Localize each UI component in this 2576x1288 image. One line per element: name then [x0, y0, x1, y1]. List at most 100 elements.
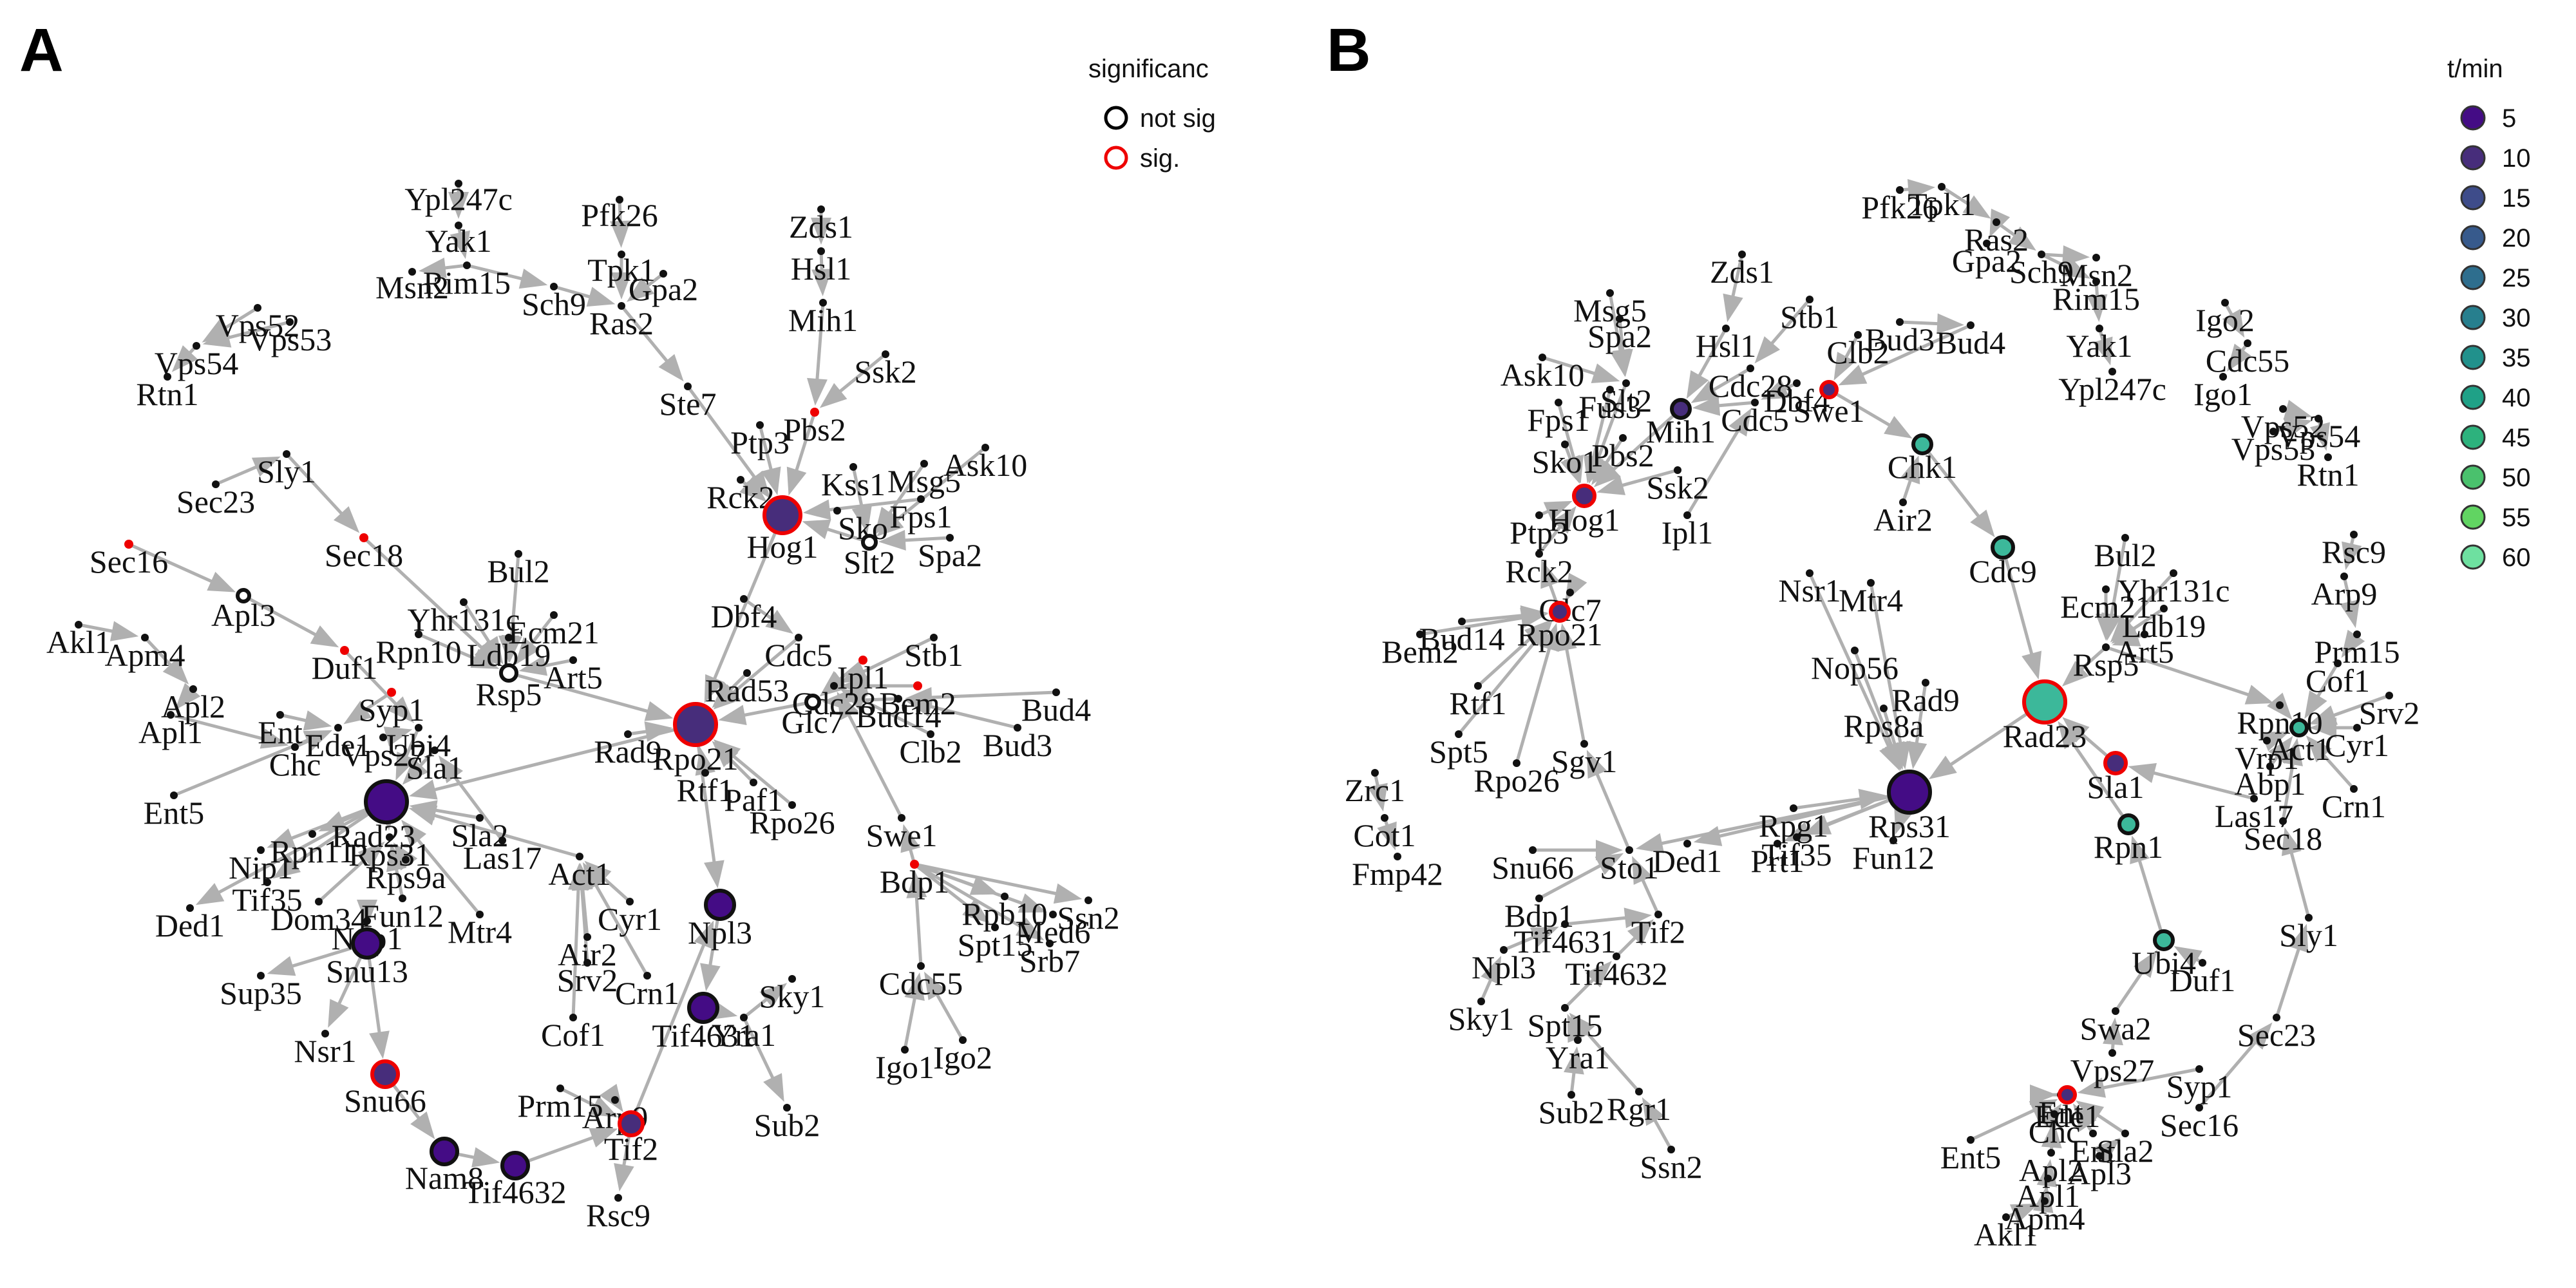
node-label-b-swe1: Swe1: [1793, 393, 1864, 429]
node-label-a-ask10: Ask10: [943, 447, 1028, 483]
node-a-spa2: Spa2: [918, 534, 982, 573]
node-a-sly1: Sly1: [257, 450, 316, 489]
node-marker-b-swa2: [2112, 1007, 2119, 1015]
node-label-b-tif2: Tif2: [1631, 914, 1685, 950]
node-marker-b-sko1: [1561, 440, 1569, 448]
node-marker-a-apl2: [189, 685, 197, 693]
node-marker-a-pbs2: [810, 408, 819, 417]
node-b-sly1: Sly1: [2279, 914, 2338, 953]
node-a-dom34: Dom34: [270, 898, 367, 937]
legend-b-key-5: [2460, 105, 2486, 131]
node-label-a-slt2: Slt2: [844, 544, 896, 580]
arrowhead-a-rtn1: [171, 345, 198, 372]
node-label-b-air2: Air2: [1873, 502, 1933, 538]
node-a-vps52: Vps52: [216, 304, 299, 343]
arrowhead-a-ubi4: [388, 696, 415, 723]
node-label-a-srb7: Srb7: [1019, 943, 1080, 979]
node-marker-a-gpa2: [659, 270, 667, 278]
arrowhead-b-rpn1: [2130, 835, 2150, 865]
node-b-fun12: Fun12: [1852, 837, 1935, 876]
node-marker-a-ecm21: [550, 611, 558, 619]
node-a-rsc9: Rsc9: [586, 1194, 650, 1233]
arrowhead-a-npl3: [694, 920, 714, 950]
node-marker-b-rpn10: [2276, 701, 2284, 709]
node-marker-a-tpk1: [618, 251, 625, 258]
node-label-a-rpo21: Rpo21: [652, 741, 738, 777]
node-a-msg5: Msg5: [887, 460, 961, 499]
edge-a-vps53-vps54: [221, 320, 290, 341]
edge-b-sec18-act1: [2281, 756, 2296, 822]
node-a-tif35: Tif35: [232, 878, 303, 918]
node-marker-a-igo2: [959, 1036, 967, 1044]
node-label-a-apm4: Apm4: [105, 637, 185, 673]
node-b-rsp5: Rsp5: [2073, 643, 2139, 683]
arrowhead-a-hog1: [761, 466, 781, 495]
node-label-b-snu66: Snu66: [1492, 849, 1574, 886]
node-b-spa2: Spa2: [1587, 315, 1652, 354]
legend-b-label-15: 15: [2502, 184, 2531, 213]
edge-b-sly1-sec18: [2287, 846, 2311, 918]
node-marker-a-mtr4: [476, 911, 484, 918]
node-label-b-mtr4: Mtr4: [1839, 582, 1903, 618]
node-b-rsc9: Rsc9: [2322, 531, 2386, 570]
node-label-a-nsr1: Nsr1: [294, 1033, 356, 1069]
arrowhead-b-rpo21: [1527, 620, 1553, 649]
node-b-sec23: Sec23: [2237, 1014, 2316, 1053]
arrowhead-b-ede1: [2076, 1100, 2105, 1124]
node-b-bem2: Bem2: [1381, 630, 1459, 670]
node-a-sec16: Sec16: [90, 540, 168, 580]
legend-b-key-25: [2460, 265, 2486, 290]
node-a-apl1: Apl1: [138, 711, 203, 750]
node-marker-a-vps54: [193, 342, 200, 350]
node-marker-b-akl1: [2002, 1213, 2010, 1221]
arrowhead-a-sly1: [251, 456, 281, 477]
node-marker-b-ssk2: [1674, 466, 1681, 474]
node-a-rad23: Rad23: [332, 779, 415, 854]
arrowhead-a-slt2: [875, 506, 899, 535]
node-marker-a-msg5: [920, 460, 928, 468]
node-a-bud14: Bud14: [855, 695, 942, 734]
arrowhead-a-nsr1: [328, 999, 349, 1028]
node-label-a-rtn1: Rtn1: [136, 376, 198, 412]
node-marker-b-apl3: [2096, 1152, 2103, 1160]
node-a-snu66: Snu66: [344, 1059, 426, 1119]
node-label-b-sec16: Sec16: [2160, 1107, 2239, 1143]
node-a-tpk1: Tpk1: [587, 251, 656, 288]
arrowhead-a-cdc28: [837, 691, 858, 721]
arrowhead-a-vps54: [202, 327, 232, 348]
node-label-a-cof1: Cof1: [541, 1017, 605, 1053]
node-b-sky1: Sky1: [1448, 998, 1514, 1037]
node-label-b-tif4631: Tif4631: [1513, 923, 1616, 960]
node-b-tif35: Tif35: [1761, 833, 1832, 873]
node-label-a-rpb10: Rpb10: [961, 896, 1047, 932]
arrowhead-b-swe1: [1833, 352, 1856, 381]
arrowhead-b-sla1: [2128, 762, 2157, 783]
node-marker-b-fun12: [1889, 837, 1897, 844]
node-b-rad9: Rad9: [1891, 679, 1960, 718]
node-b-apl2: Apl2: [2019, 1149, 2083, 1188]
node-marker-b-cdc9: [1991, 535, 2015, 560]
arrowhead-b-sch9: [2008, 226, 2036, 251]
node-label-b-rad23: Rad23: [2003, 718, 2087, 754]
arrowhead-a-rsp5: [470, 649, 500, 669]
edge-b-bud4-swe1: [1855, 323, 1972, 379]
arrowhead-b-tpk1: [1907, 179, 1936, 200]
legend-a: significanc not sig sig.: [1088, 55, 1216, 173]
arrowhead-a-hsl1: [811, 218, 831, 245]
node-marker-a-ask10: [981, 444, 989, 451]
node-label-b-crn1: Crn1: [2322, 788, 2386, 824]
node-b-prt1: Prt1: [1750, 840, 1804, 879]
edges-a: [78, 184, 1083, 1192]
node-b-spt15: Spt15: [1528, 1004, 1602, 1043]
node-a-nip1: Nip1: [229, 846, 293, 886]
node-marker-b-rtf1: [1474, 682, 1482, 690]
node-label-b-fun12: Fun12: [1852, 840, 1935, 876]
arrowhead-a-ded1: [195, 883, 225, 905]
arrowhead-a-cdc28: [840, 661, 869, 683]
node-b-bdp1: Bdp1: [1504, 895, 1574, 934]
node-b-sch9: Sch9: [2009, 251, 2074, 290]
node-marker-b-rim15: [2092, 278, 2100, 285]
node-marker-b-rpo26: [1513, 759, 1520, 767]
node-marker-a-srv2: [583, 959, 591, 967]
edge-a-ent5-ede1: [173, 735, 315, 797]
